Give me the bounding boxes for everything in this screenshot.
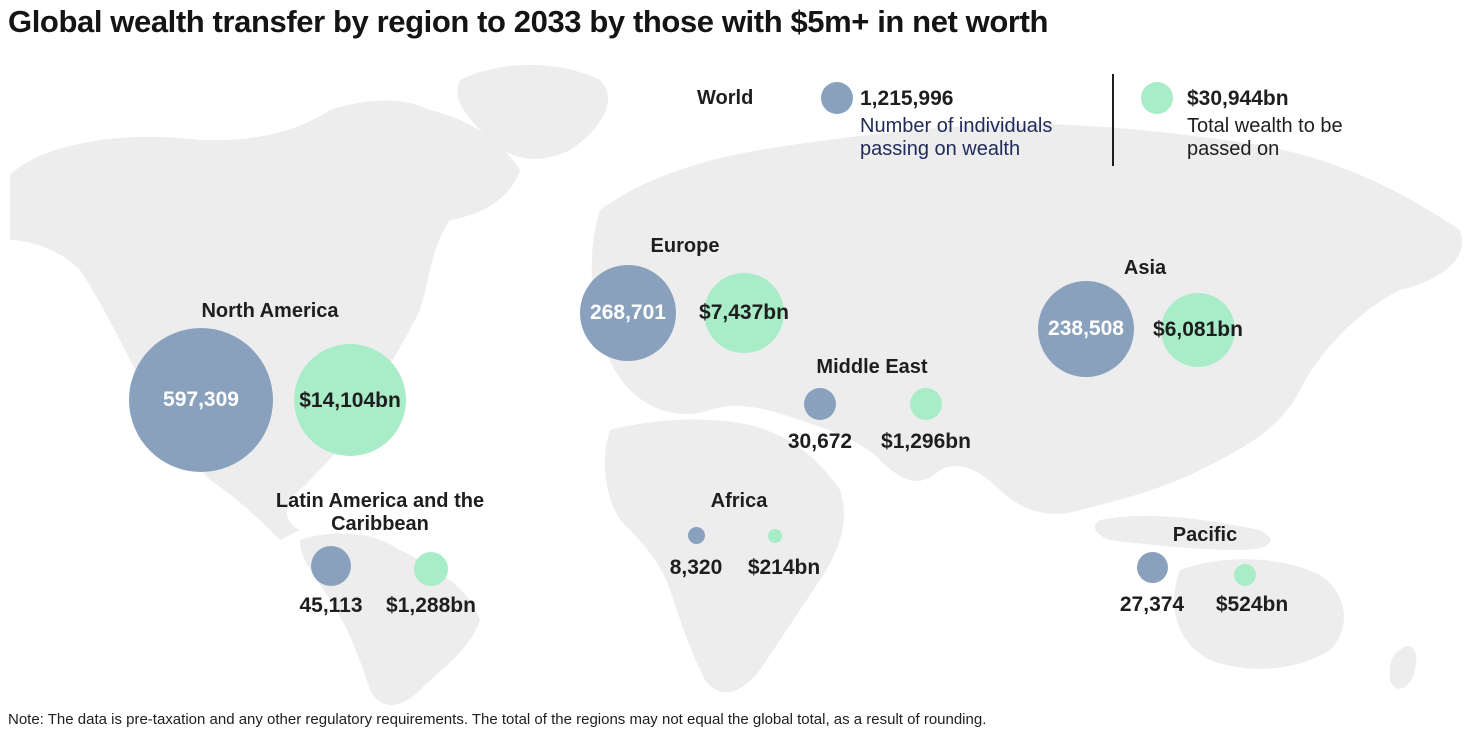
- legend-world-label: World: [697, 87, 754, 109]
- map-north-america: [10, 100, 520, 540]
- europe-wealth-value: $7,437bn: [699, 301, 789, 324]
- legend-wealth-desc: Total wealth to be passed on: [1187, 115, 1343, 160]
- europe-individuals-bubble: [580, 265, 676, 361]
- north-america-individuals-bubble: [129, 328, 273, 472]
- asia-wealth-value: $6,081bn: [1153, 318, 1243, 341]
- region-name-africa: Africa: [710, 490, 768, 512]
- pacific-individuals-bubble: [1137, 552, 1168, 583]
- middle-east-wealth-bubble: [910, 388, 942, 420]
- region-name-asia: Asia: [1123, 257, 1167, 279]
- europe-individuals-value: 268,701: [590, 301, 666, 324]
- north-america-individuals-value: 597,309: [163, 388, 239, 411]
- asia-individuals-value: 238,508: [1048, 317, 1124, 340]
- legend-divider: [1112, 74, 1114, 166]
- region-name-latin-america: Latin America and the Caribbean: [275, 490, 485, 535]
- footnote: Note: The data is pre-taxation and any o…: [8, 711, 987, 728]
- latin-america-individuals-bubble: [311, 546, 351, 586]
- legend-wealth-bubble: [1141, 82, 1173, 114]
- map-africa: [604, 419, 844, 693]
- middle-east-wealth-value: $1,296bn: [881, 430, 971, 453]
- africa-individuals-bubble: [688, 527, 705, 544]
- latin-america-wealth-bubble: [414, 552, 448, 586]
- europe-wealth-bubble: [704, 273, 784, 353]
- map-southeast-asia: [1094, 515, 1271, 550]
- asia-wealth-bubble: [1161, 293, 1235, 367]
- middle-east-individuals-bubble: [804, 388, 836, 420]
- pacific-wealth-bubble: [1234, 564, 1256, 586]
- legend-individuals-value: 1,215,996: [860, 87, 954, 110]
- chart-title: Global wealth transfer by region to 2033…: [8, 4, 1049, 39]
- region-name-pacific: Pacific: [1172, 524, 1238, 546]
- latin-america-wealth-value: $1,288bn: [386, 594, 476, 617]
- latin-america-individuals-value: 45,113: [299, 594, 363, 617]
- north-america-wealth-bubble: [294, 344, 406, 456]
- map-greenland: [457, 65, 609, 159]
- middle-east-individuals-value: 30,672: [787, 430, 853, 453]
- legend-wealth-value: $30,944bn: [1187, 87, 1289, 110]
- map-australia: [1174, 559, 1344, 669]
- region-name-europe: Europe: [650, 235, 720, 257]
- map-new-zealand: [1389, 646, 1417, 689]
- asia-individuals-bubble: [1038, 281, 1134, 377]
- africa-wealth-value: $214bn: [747, 556, 821, 579]
- legend-individuals-desc: Number of individuals passing on wealth: [860, 115, 1053, 160]
- africa-individuals-value: 8,320: [669, 556, 723, 579]
- legend-individuals-bubble: [821, 82, 853, 114]
- region-name-north-america: North America: [201, 300, 339, 322]
- pacific-individuals-value: 27,374: [1119, 593, 1185, 616]
- africa-wealth-bubble: [768, 529, 782, 543]
- north-america-wealth-value: $14,104bn: [299, 389, 401, 412]
- region-name-middle-east: Middle East: [816, 356, 928, 378]
- pacific-wealth-value: $524bn: [1215, 593, 1289, 616]
